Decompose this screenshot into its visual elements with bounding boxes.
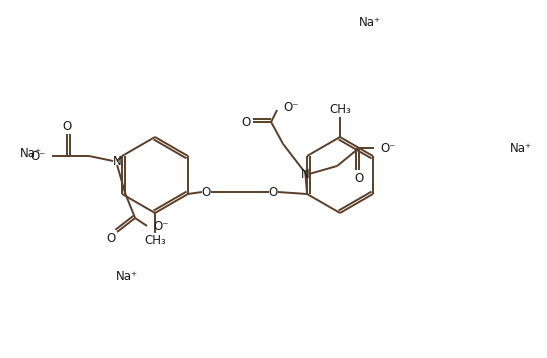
Text: CH₃: CH₃ <box>144 234 166 247</box>
Text: O: O <box>201 185 211 198</box>
Text: Na⁺: Na⁺ <box>116 270 138 282</box>
Text: O⁻: O⁻ <box>283 101 299 113</box>
Text: Na⁺: Na⁺ <box>20 146 42 160</box>
Text: Na⁺: Na⁺ <box>359 15 381 29</box>
Text: CH₃: CH₃ <box>329 102 351 116</box>
Text: O: O <box>62 120 72 132</box>
Text: O: O <box>268 185 277 198</box>
Text: Na⁺: Na⁺ <box>510 141 532 155</box>
Text: N: N <box>113 155 121 168</box>
Text: O⁻: O⁻ <box>31 150 46 163</box>
Text: O: O <box>107 232 116 245</box>
Text: O: O <box>241 116 251 129</box>
Text: O: O <box>354 171 364 184</box>
Text: O⁻: O⁻ <box>153 219 168 232</box>
Text: O⁻: O⁻ <box>380 141 395 155</box>
Text: N: N <box>301 168 310 180</box>
